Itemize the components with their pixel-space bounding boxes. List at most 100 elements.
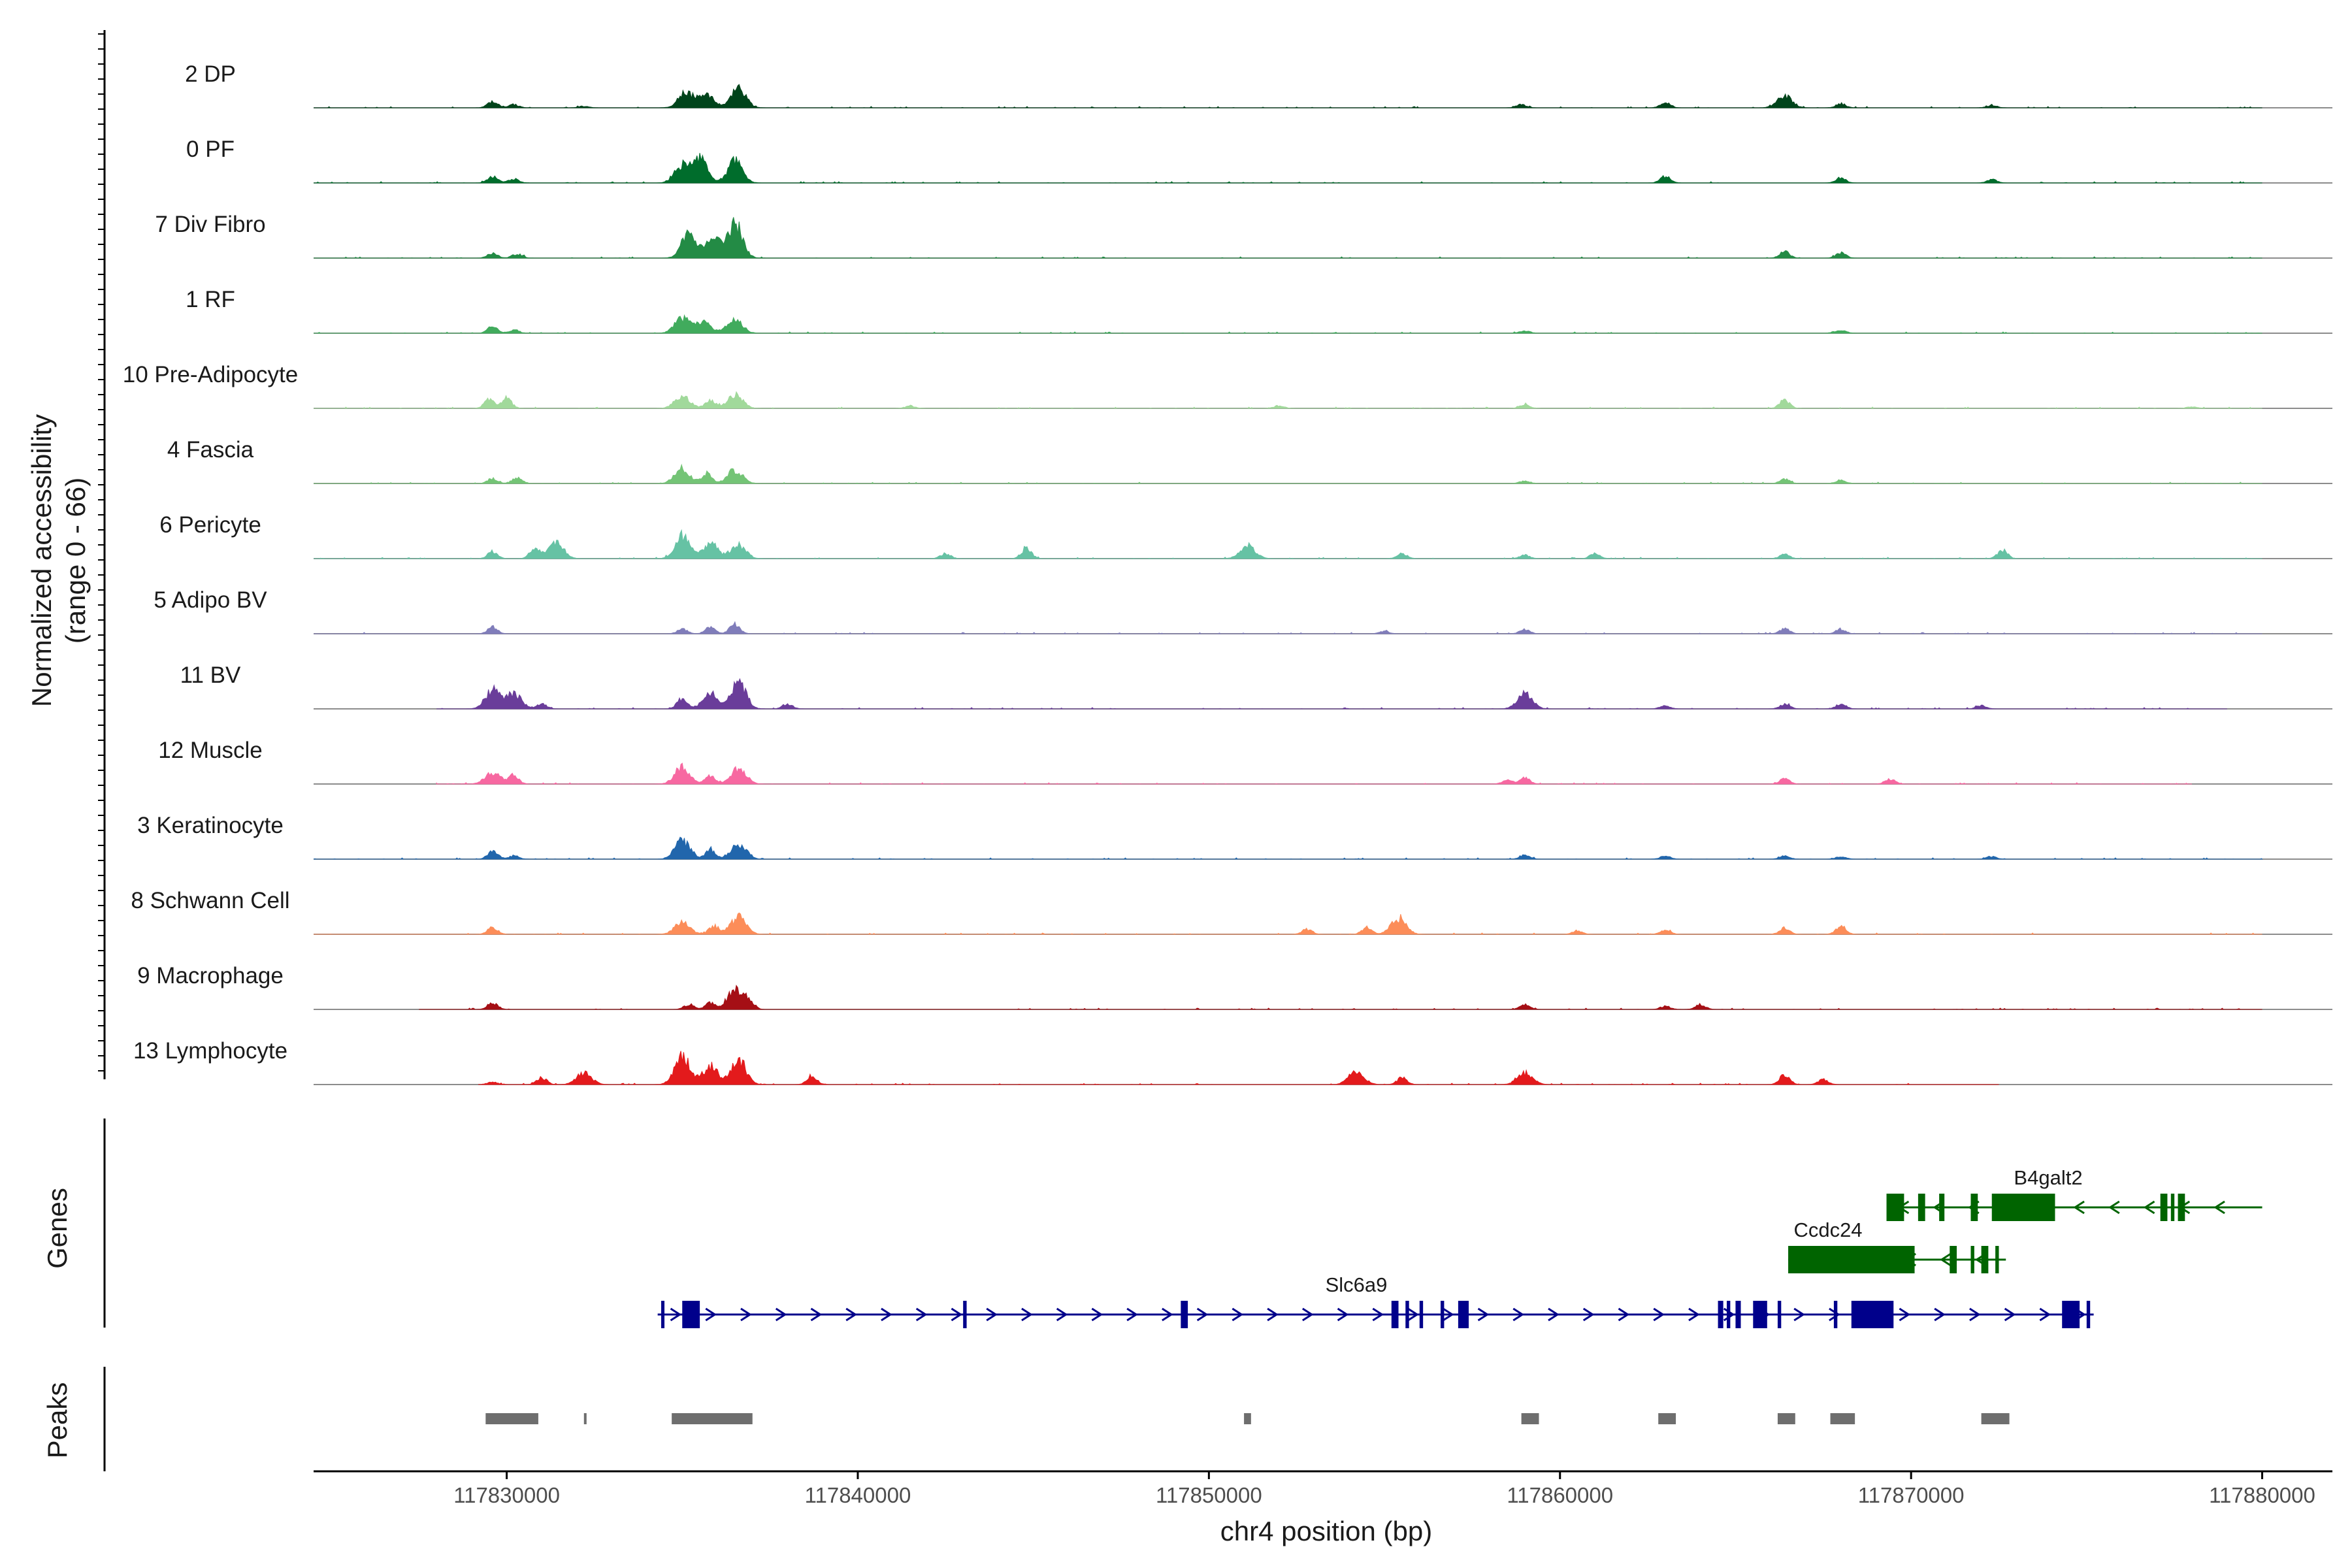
gene-exon: [1950, 1246, 1957, 1273]
gene-exon: [2086, 1301, 2091, 1328]
x-axis: 117830000 117840000 117850000 117860000 1178…: [314, 1470, 2332, 1507]
gene-label: Ccdc24: [1793, 1218, 1862, 1241]
track-label: 4 Fascia: [167, 437, 254, 463]
peak-region: [1244, 1413, 1251, 1424]
strand-arrow: [1442, 1307, 1454, 1322]
y-axis-title: Normalized accessibility: [26, 414, 57, 707]
coverage-area: [314, 621, 2262, 634]
gene-exon: [1788, 1246, 1915, 1273]
y-axis-title-range: (range 0 - 66): [60, 478, 91, 644]
track-label: 7 Div Fibro: [155, 212, 265, 237]
gene-exon: [2062, 1301, 2080, 1328]
x-tick-label: 117830000: [453, 1483, 560, 1507]
gene-slc6a9: Slc6a9: [657, 1273, 2094, 1328]
track-2-dp: 2 DP: [185, 61, 2332, 108]
gene-exon: [682, 1301, 700, 1328]
track-4-fascia: 4 Fascia: [167, 437, 2332, 484]
gene-exon: [661, 1301, 665, 1328]
strand-arrow: [1688, 1307, 1700, 1322]
gene-track: B4galt2 Ccdc24 Slc6a9: [103, 1119, 2262, 1328]
track-label: 12 Muscle: [158, 738, 263, 763]
genes-axis-title: Genes: [42, 1188, 73, 1269]
track-13-lymphocyte: 13 Lymphocyte: [133, 1038, 2332, 1085]
coverage-area: [313, 836, 2263, 860]
strand-arrow: [845, 1307, 857, 1322]
gene-exon: [1419, 1301, 1424, 1328]
gene-exon: [1970, 1246, 1974, 1273]
peak-region: [672, 1413, 753, 1424]
track-1-rf: 1 RF: [186, 287, 2332, 334]
gene-exon: [1777, 1301, 1782, 1328]
strand-arrow: [2039, 1307, 2051, 1322]
strand-arrow: [2108, 1200, 2120, 1215]
track-7-div-fibro: 7 Div Fibro: [155, 212, 2332, 259]
track-label: 8 Schwann Cell: [131, 888, 289, 913]
gene-label: Slc6a9: [1326, 1273, 1388, 1296]
strand-arrow: [986, 1307, 998, 1322]
strand-arrow: [1372, 1307, 1384, 1322]
coverage-area: [478, 1051, 1999, 1085]
gene-exon: [1727, 1301, 1731, 1328]
gene-b4galt2: B4galt2: [1886, 1166, 2262, 1221]
peak-track: [103, 1367, 2010, 1471]
track-3-keratinocyte: 3 Keratinocyte: [137, 813, 2332, 860]
strand-arrow: [1232, 1307, 1244, 1322]
track-label: 11 BV: [180, 662, 241, 688]
gene-exon: [1991, 1194, 2055, 1221]
peak-region: [1777, 1413, 1795, 1424]
track-label: 2 DP: [185, 61, 236, 87]
gene-exon: [1918, 1194, 1925, 1221]
gene-exon: [1981, 1246, 1989, 1273]
strand-arrow: [775, 1307, 787, 1322]
strand-arrow: [810, 1307, 823, 1322]
gene-exon: [1939, 1194, 1945, 1221]
gene-exon: [1833, 1301, 1838, 1328]
gene-exon: [1458, 1301, 1469, 1328]
gene-exon: [1718, 1301, 1723, 1328]
strand-arrow: [1582, 1307, 1595, 1322]
strand-arrow: [740, 1307, 752, 1322]
peak-region: [485, 1413, 538, 1424]
coverage-area: [314, 153, 2262, 184]
coverage-tracks: 2 DP 0 PF 7 Div Fibro 1 RF 10 Pre-Adipocyte 4…: [123, 61, 2332, 1085]
strand-arrow: [1618, 1307, 1630, 1322]
peak-region: [583, 1413, 587, 1424]
peak-region: [1658, 1413, 1676, 1424]
gene-exon: [1851, 1301, 1894, 1328]
track-label: 5 Adipo BV: [154, 587, 267, 613]
strand-arrow: [1653, 1307, 1665, 1322]
track-11-bv: 11 BV: [180, 662, 2332, 710]
strand-arrow: [1477, 1307, 1490, 1322]
gene-ccdc24: Ccdc24: [1788, 1218, 2006, 1273]
gene-exon: [1886, 1194, 1904, 1221]
strand-arrow: [1267, 1307, 1279, 1322]
strand-arrow: [1512, 1307, 1525, 1322]
strand-arrow: [2004, 1307, 2016, 1322]
coverage-area: [314, 912, 2262, 935]
peak-region: [1521, 1413, 1539, 1424]
coverage-area: [314, 217, 2262, 259]
strand-arrow: [951, 1307, 963, 1322]
peak-region: [1830, 1413, 1855, 1424]
track-6-pericyte: 6 Pericyte: [159, 512, 2332, 559]
strand-arrow: [2213, 1200, 2225, 1215]
coverage-area: [314, 314, 2262, 334]
track-8-schwann-cell: 8 Schwann Cell: [131, 888, 2332, 935]
x-tick-label: 117880000: [2209, 1483, 2315, 1507]
strand-arrow: [1793, 1307, 1805, 1322]
track-label: 13 Lymphocyte: [133, 1038, 287, 1064]
gene-exon: [1441, 1301, 1445, 1328]
strand-arrow: [1302, 1307, 1314, 1322]
gene-exon: [1753, 1301, 1767, 1328]
track-10-pre-adipocyte: 10 Pre-Adipocyte: [123, 362, 2332, 409]
strand-arrow: [881, 1307, 892, 1322]
y-axis-title-line2: (range 0 - 66): [60, 478, 91, 644]
strand-arrow: [705, 1307, 717, 1322]
peak-region: [1981, 1413, 2010, 1424]
strand-arrow: [1969, 1307, 1981, 1322]
strand-arrow: [1162, 1307, 1173, 1322]
peaks-axis-title: Peaks: [42, 1382, 73, 1459]
strand-arrow: [1126, 1307, 1138, 1322]
gene-exon: [1181, 1301, 1188, 1328]
track-label: 10 Pre-Adipocyte: [123, 362, 298, 387]
